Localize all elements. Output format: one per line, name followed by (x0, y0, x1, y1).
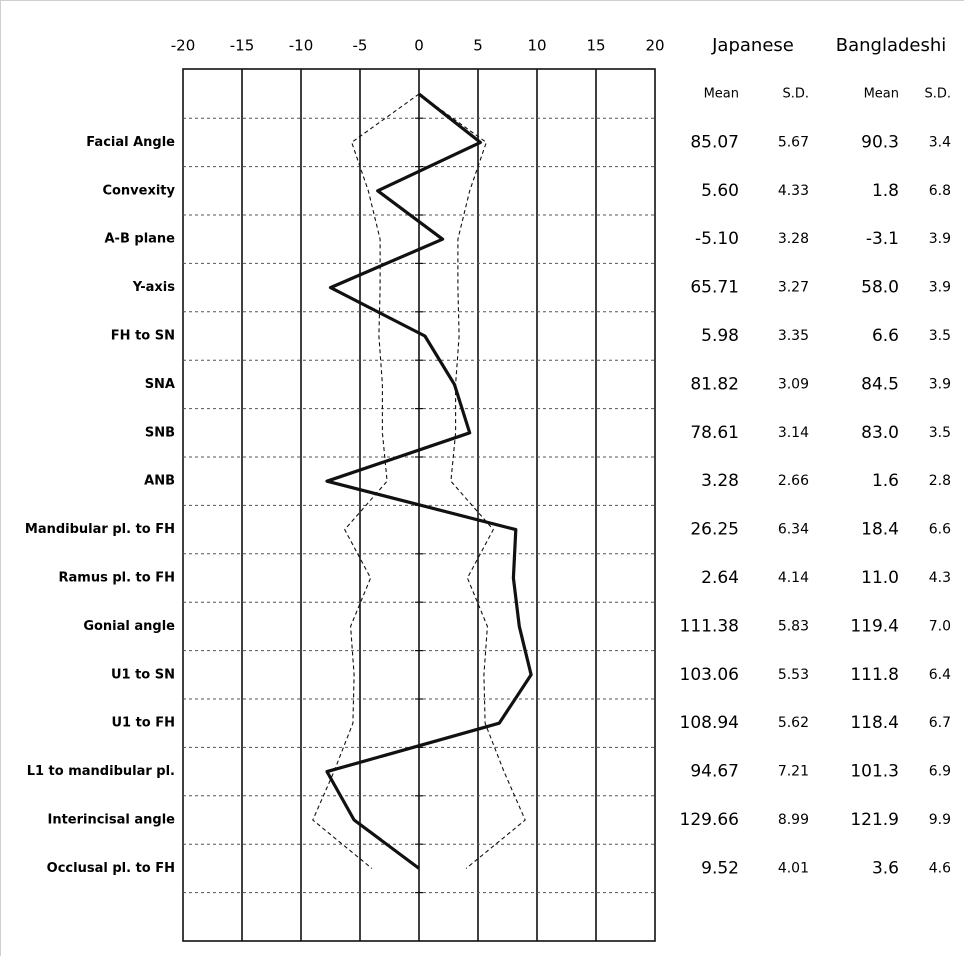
table-subheader: Mean (864, 87, 899, 102)
table-cell: 81.82 (690, 374, 739, 394)
table-cell: 3.6 (872, 858, 899, 878)
table-cell: -3.1 (866, 229, 899, 249)
table-cell: 3.14 (778, 425, 809, 441)
table-cell: 3.9 (929, 280, 951, 296)
table-cell: 78.61 (690, 423, 739, 443)
x-tick-label: -5 (353, 37, 368, 55)
table-cell: 65.71 (690, 278, 739, 298)
table-cell: 3.5 (929, 328, 951, 344)
table-cell: 111.8 (850, 665, 899, 685)
x-tick-label: 15 (586, 37, 605, 55)
table-cell: 4.01 (778, 860, 809, 876)
row-label: Convexity (102, 183, 175, 198)
table-cell: 6.6 (929, 522, 951, 538)
x-tick-label: 5 (473, 37, 483, 55)
sd-upper-dashed-line (418, 93, 526, 869)
table-cell: 3.35 (778, 328, 809, 344)
table-cell: 2.8 (929, 473, 951, 489)
row-label: U1 to FH (111, 716, 175, 731)
table-cell: 6.34 (778, 522, 809, 538)
table-cell: 7.0 (929, 618, 951, 634)
table-cell: 111.38 (680, 616, 739, 636)
row-label: ANB (144, 474, 175, 489)
table-subheader: S.D. (924, 87, 951, 102)
table-cell: 2.64 (701, 568, 739, 588)
table-cell: 9.9 (929, 812, 951, 828)
table-cell: 5.83 (778, 618, 809, 634)
table-subheader: Mean (704, 87, 739, 102)
row-label: A-B plane (105, 232, 176, 247)
table-cell: 119.4 (850, 616, 899, 636)
table-cell: 3.5 (929, 425, 951, 441)
table-cell: 3.9 (929, 376, 951, 392)
table-cell: 6.8 (929, 183, 951, 199)
table-cell: 6.9 (929, 764, 951, 780)
row-label: Occlusal pl. to FH (47, 861, 175, 876)
table-cell: 3.27 (778, 280, 809, 296)
table-cell: 85.07 (690, 132, 739, 152)
table-cell: 5.60 (701, 181, 739, 201)
bangladeshi-polygon-line (325, 92, 533, 870)
table-cell: 94.67 (690, 762, 739, 782)
table-cell: 3.28 (778, 231, 809, 247)
table-cell: 6.4 (929, 667, 951, 683)
table-cell: 118.4 (850, 713, 899, 733)
row-label: Facial Angle (86, 135, 175, 150)
row-label: SNA (145, 377, 175, 392)
table-cell: 4.3 (929, 570, 951, 586)
table-cell: 4.6 (929, 860, 951, 876)
table-cell: 1.6 (872, 471, 899, 491)
table-cell: 26.25 (690, 520, 739, 540)
row-label: FH to SN (111, 329, 175, 344)
x-tick-label: 10 (527, 37, 546, 55)
table-subheader: S.D. (782, 87, 809, 102)
table-cell: 3.09 (778, 376, 809, 392)
table-cell: 7.21 (778, 764, 809, 780)
table-cell: 3.9 (929, 231, 951, 247)
table-cell: 129.66 (680, 810, 739, 830)
table-cell: 101.3 (850, 762, 899, 782)
table-cell: 4.33 (778, 183, 809, 199)
row-label: L1 to mandibular pl. (27, 764, 175, 779)
table-group-header: Bangladeshi (836, 35, 947, 56)
row-label: SNB (145, 425, 175, 440)
table-cell: 5.98 (701, 326, 739, 346)
x-tick-label: -15 (230, 37, 255, 55)
x-tick-label: -10 (289, 37, 314, 55)
table-cell: 90.3 (861, 132, 899, 152)
table-cell: 108.94 (680, 713, 739, 733)
table-cell: 5.53 (778, 667, 809, 683)
table-cell: 84.5 (861, 374, 899, 394)
row-label: Mandibular pl. to FH (25, 522, 175, 537)
x-tick-label: 0 (414, 37, 424, 55)
table-cell: 3.28 (701, 471, 739, 491)
row-label: Ramus pl. to FH (58, 571, 175, 586)
table-cell: 6.6 (872, 326, 899, 346)
table-cell: 18.4 (861, 520, 899, 540)
table-cell: 2.66 (778, 473, 809, 489)
table-cell: 4.14 (778, 570, 809, 586)
row-label: Y-axis (132, 280, 176, 295)
table-cell: 58.0 (861, 278, 899, 298)
table-group-header: Japanese (711, 35, 794, 56)
row-label: Gonial angle (83, 619, 175, 634)
table-cell: 1.8 (872, 181, 899, 201)
table-cell: 121.9 (850, 810, 899, 830)
row-label: U1 to SN (111, 667, 175, 682)
table-cell: 11.0 (861, 568, 899, 588)
table-cell: 8.99 (778, 812, 809, 828)
x-tick-label: -20 (171, 37, 196, 55)
row-label: Interincisal angle (47, 813, 175, 828)
table-cell: 5.62 (778, 715, 809, 731)
table-cell: 5.67 (778, 134, 809, 150)
table-cell: 103.06 (680, 665, 739, 685)
table-cell: 6.7 (929, 715, 951, 731)
table-cell: -5.10 (695, 229, 739, 249)
table-cell: 3.4 (929, 134, 951, 150)
table-cell: 83.0 (861, 423, 899, 443)
table-cell: 9.52 (701, 858, 739, 878)
x-tick-label: 20 (645, 37, 664, 55)
